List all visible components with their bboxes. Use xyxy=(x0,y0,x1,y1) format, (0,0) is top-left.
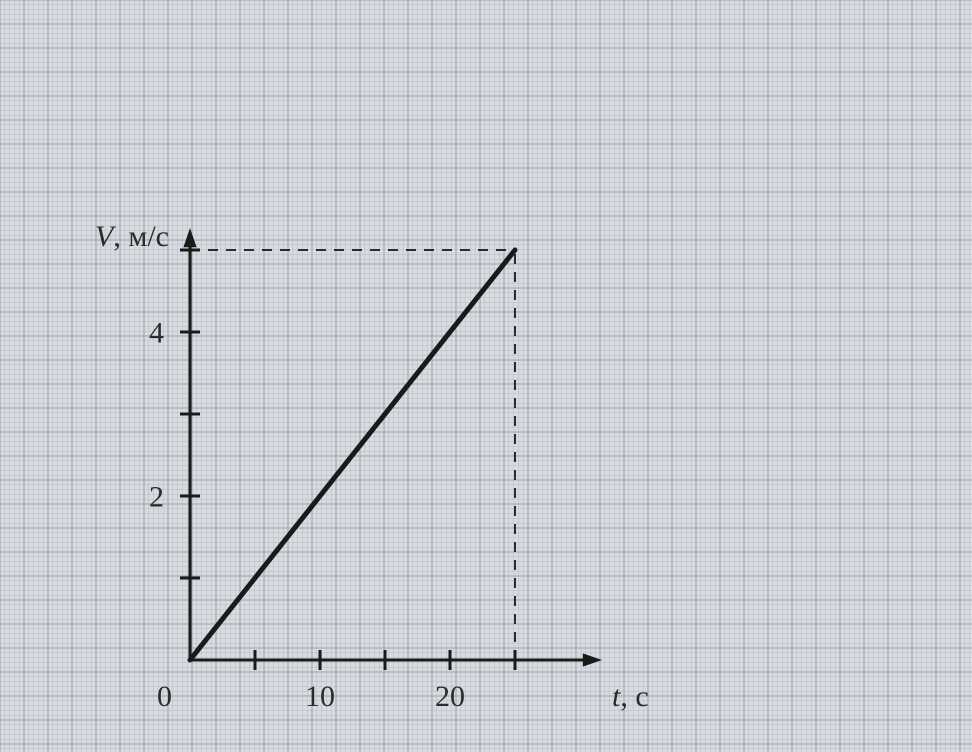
velocity-time-chart: 2 4 10 20 0 V, м/с t, с xyxy=(70,202,700,752)
origin-label: 0 xyxy=(157,680,172,713)
velocity-line xyxy=(190,250,515,660)
x-tick-label: 10 xyxy=(305,680,335,713)
y-tick-label: 4 xyxy=(149,317,164,350)
chart-svg: 2 4 10 20 0 V, м/с t, с xyxy=(70,202,700,752)
x-axis-label: t, с xyxy=(612,680,649,713)
y-axis-label: V, м/с xyxy=(95,220,169,253)
x-tick-label: 20 xyxy=(435,680,465,713)
y-tick-label: 2 xyxy=(149,481,164,514)
